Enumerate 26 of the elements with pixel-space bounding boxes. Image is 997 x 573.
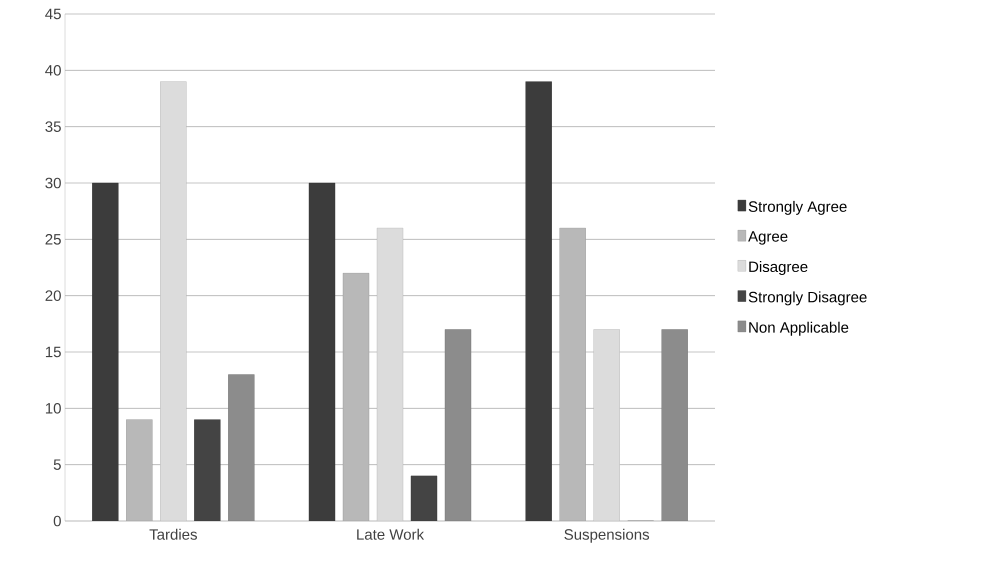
bar [160,81,187,521]
legend-label: Strongly Disagree [748,291,867,306]
y-tick-label: 25 [46,234,61,245]
y-tick-label: 35 [45,121,61,132]
legend-label: Non Applicable [749,322,848,336]
bar [444,329,472,521]
y-tick-label: 10 [46,403,61,414]
legend-label: Agree [748,231,788,245]
y-tick-label: 30 [45,178,61,188]
x-tick-label: Suspensions [564,528,650,543]
bar [593,329,620,521]
y-tick-label: 5 [54,459,61,470]
y-tick-label: 0 [54,516,61,526]
bar [410,476,438,521]
bar [376,228,404,521]
x-tick-label: Tardies [150,528,197,540]
bar [228,374,255,521]
legend-label: Strongly Agree [748,200,847,215]
bar [194,419,221,521]
y-tick-label: 40 [45,65,61,76]
x-tick-label: Late Work [357,528,424,540]
y-tick-label: 20 [46,290,61,301]
legend-label: Disagree [749,261,808,276]
y-tick-label: 15 [46,346,61,358]
y-tick-label: 45 [45,8,61,20]
bar [661,329,688,521]
